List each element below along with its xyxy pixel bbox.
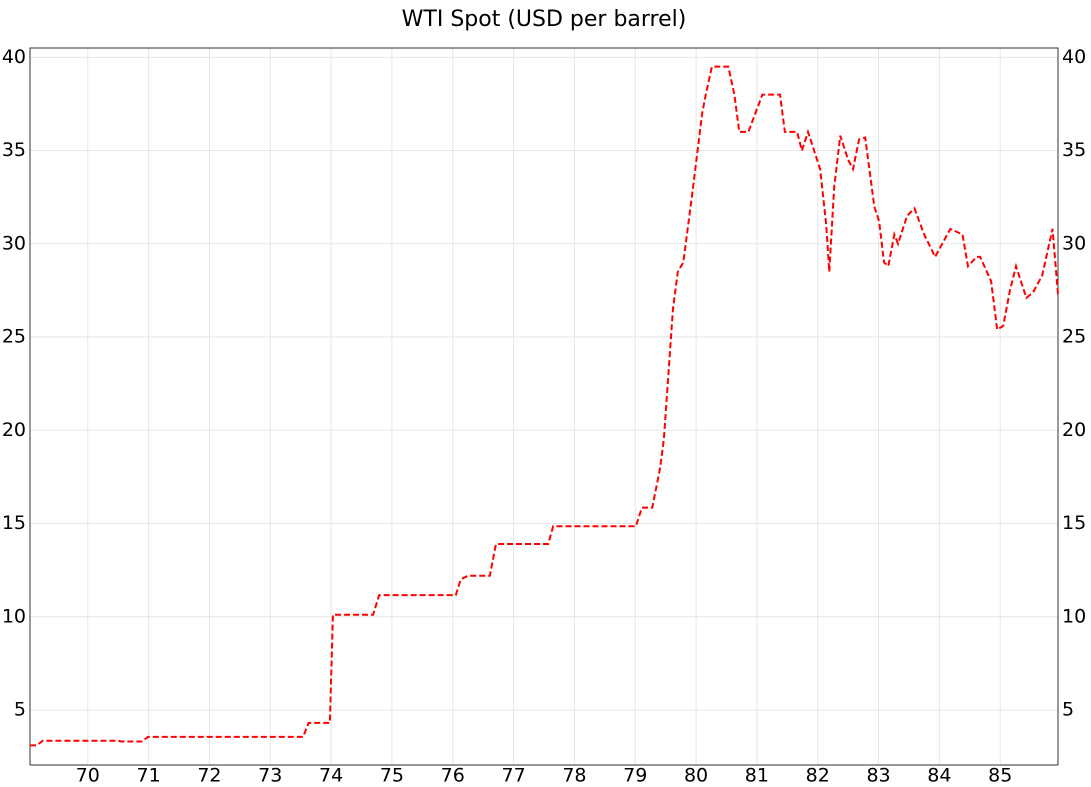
x-tick-label: 73 (258, 765, 282, 784)
x-tick-label: 76 (441, 765, 465, 784)
y-tick-label: 30 (2, 232, 26, 254)
x-tick-label: 71 (137, 765, 161, 784)
y-tick-label-right: 30 (1062, 232, 1086, 254)
x-tick-label: 82 (806, 765, 830, 784)
y-tick-label: 25 (2, 326, 26, 348)
y-tick-label-right: 35 (1062, 139, 1086, 161)
chart-title: WTI Spot (USD per barrel) (402, 7, 687, 32)
y-tick-label-right: 20 (1062, 419, 1086, 441)
line (30, 65, 1059, 747)
y-tick-label: 10 (2, 605, 26, 627)
plot-frame (29, 47, 1059, 766)
x-tick-label: 81 (745, 765, 769, 784)
y-tick-label: 20 (2, 419, 26, 441)
y-tick-label-right: 15 (1062, 512, 1086, 534)
y-tick-label-right: 25 (1062, 326, 1086, 348)
y-tick-label: 5 (14, 698, 26, 720)
x-tick-label: 84 (927, 765, 951, 784)
x-tick-label: 85 (988, 765, 1012, 784)
y-tick-label: 35 (2, 139, 26, 161)
x-tick-label: 70 (76, 765, 100, 784)
x-tick-label: 83 (866, 765, 890, 784)
x-tick-label: 74 (319, 765, 343, 784)
x-tick-label: 80 (684, 765, 708, 784)
x-tick-label: 78 (562, 765, 586, 784)
x-tick-label: 79 (623, 765, 647, 784)
y-tick-label: 40 (2, 46, 26, 68)
y-tick-label-right: 40 (1062, 46, 1086, 68)
y-tick-label-right: 5 (1062, 698, 1074, 720)
y-tick-label: 15 (2, 512, 26, 534)
y-tick-label-right: 10 (1062, 605, 1086, 627)
x-tick-label: 77 (501, 765, 525, 784)
x-tick-label: 72 (197, 765, 221, 784)
x-tick-label: 75 (380, 765, 404, 784)
